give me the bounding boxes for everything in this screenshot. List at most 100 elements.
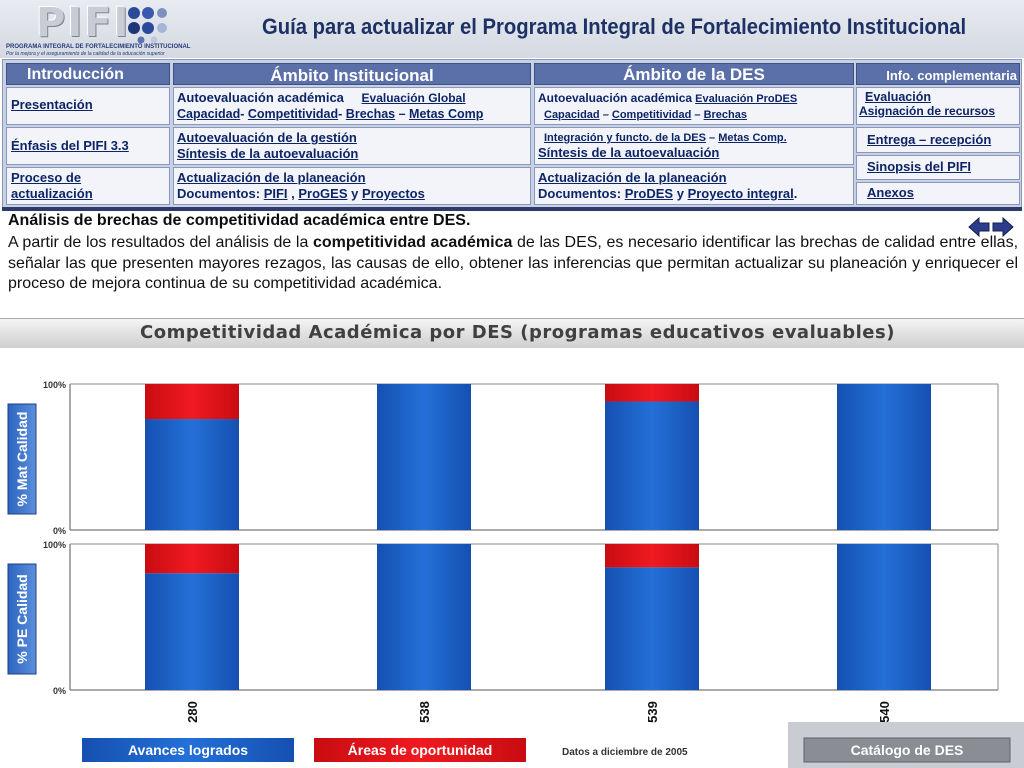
competitividad-chart: 100% 0% % Mat Calidad 100% 0% % PE Calidad 280… <box>7 380 1024 768</box>
x-tick-label-540: 540 <box>877 701 892 723</box>
pifi-logo[interactable]: PIFI PROGRAMA INTEGRAL DE FORTALECIMIENT… <box>6 2 202 58</box>
nav-divider <box>2 207 1022 211</box>
nav-cell-info-entrega: Entrega – recepción <box>856 127 1020 153</box>
nav-cell-info-sinopsis: Sinopsis del PIFI <box>856 155 1020 180</box>
nav-cell-inst-autoevaluacion: Autoevaluación académica Evaluación Glob… <box>173 87 531 125</box>
paragraph-emphasis: competitividad académica <box>312 234 513 251</box>
inst-y-label: y <box>351 186 359 201</box>
nav-cell-info-anexos: Anexos <box>856 182 1020 205</box>
page-navigation <box>968 216 1016 238</box>
y-tick-label: 100% <box>43 380 66 390</box>
y-tick-label: 0% <box>53 686 66 696</box>
des-integracion-link[interactable]: Integración y functo. de la DES <box>544 132 706 144</box>
catalogo-des-button-label[interactable]: Catálogo de DES <box>851 742 964 758</box>
paragraph-text-start: A partir de los resultados del análisis … <box>8 234 313 251</box>
chart-title-band: Competitividad Académica por DES (progra… <box>0 318 1024 348</box>
x-tick-label-538: 538 <box>417 701 432 723</box>
legend-oportunidad-swatch <box>314 738 526 762</box>
info-anexos-link[interactable]: Anexos <box>867 185 914 200</box>
paragraph-text-end: de las DES, es necesario identificar las… <box>8 234 1019 292</box>
inst-competitividad-link[interactable]: Competitividad <box>247 107 339 121</box>
inst-autoevaluacion-label: Autoevaluación académica <box>177 90 344 105</box>
inst-sintesis-link[interactable]: Síntesis de la autoevaluación <box>177 146 359 161</box>
header: PIFI PROGRAMA INTEGRAL DE FORTALECIMIENT… <box>0 0 1024 58</box>
info-sinopsis-link[interactable]: Sinopsis del PIFI <box>867 159 972 174</box>
info-asignacion-link[interactable]: Asignación de recursos <box>859 104 996 118</box>
inst-autoevaluacion-gestion-link[interactable]: Autoevaluación de la gestión <box>177 130 357 145</box>
y-axis-label: % PE Calidad <box>14 574 30 663</box>
info-entrega-link[interactable]: Entrega – recepción <box>867 132 992 147</box>
inst-evaluacion-global-link[interactable]: Evaluación Global <box>361 91 466 105</box>
y-axis-label-box <box>7 403 37 515</box>
logo-wordmark: PIFI <box>36 0 131 46</box>
nav-cell-enfasis: Énfasis del PIFI 3.3 <box>6 127 170 165</box>
des-evaluacion-prodes-link[interactable]: Evaluación ProDES <box>695 93 798 105</box>
chart-title: Competitividad Académica por DES (progra… <box>140 322 895 343</box>
bar-avances-539 <box>605 567 699 690</box>
nav-header-ambito-des[interactable]: Ámbito de la DES <box>534 63 854 85</box>
nav-cell-info-evaluacion: Evaluación Asignación de recursos <box>856 87 1020 125</box>
des-proyecto-integral-link[interactable]: Proyecto integral <box>687 186 794 201</box>
bar-avances-538 <box>377 384 471 530</box>
navigation-panel: Introducción Ámbito Institucional Ámbito… <box>2 59 1022 209</box>
des-prodes-link[interactable]: ProDES <box>624 186 674 201</box>
bar-avances-539 <box>605 401 699 530</box>
bar-oportunidad-539 <box>605 544 699 568</box>
nav-header-ambito-institucional[interactable]: Ámbito Institucional <box>173 63 531 85</box>
nav-cell-inst-planeacion: Actualización de la planeación Documento… <box>173 167 531 205</box>
inst-proges-link[interactable]: ProGES <box>298 186 348 201</box>
inst-pifi-link[interactable]: PIFI <box>263 186 288 201</box>
inst-metas-link[interactable]: Metas Comp <box>409 107 484 121</box>
des-capacidad-link[interactable]: Capacidad <box>544 109 600 121</box>
nav-header-info-complementaria[interactable]: Info. complementaria <box>856 63 1020 85</box>
bar-avances-540 <box>837 384 931 530</box>
logo-dots-icon <box>128 7 167 44</box>
des-competitividad-link[interactable]: Competitividad <box>611 109 692 121</box>
bar-avances-280 <box>145 573 239 690</box>
bar-oportunidad-280 <box>145 544 239 574</box>
inst-proyectos-link[interactable]: Proyectos <box>361 186 425 201</box>
nav-header-introduccion[interactable]: Introducción <box>6 63 170 85</box>
x-tick-label-539: 539 <box>645 701 660 723</box>
content-section: Análisis de brechas de competitividad ac… <box>2 211 1022 317</box>
inst-actualizacion-planeacion-link[interactable]: Actualización de la planeación <box>177 170 366 185</box>
proceso-actualizacion-link[interactable]: Proceso de actualización <box>11 170 93 201</box>
inst-capacidad-link[interactable]: Capacidad <box>177 107 241 121</box>
bar-avances-540 <box>837 544 931 690</box>
section-title: Análisis de brechas de competitividad ac… <box>8 212 471 229</box>
legend-oportunidad-label: Áreas de oportunidad <box>348 742 493 758</box>
presentacion-link[interactable]: Presentación <box>11 97 93 112</box>
nav-cell-presentacion: Presentación <box>6 87 170 125</box>
chart-date-note: Datos a diciembre de 2005 <box>562 747 688 758</box>
des-sintesis-link[interactable]: Síntesis de la autoevaluación <box>538 145 720 160</box>
info-evaluacion-link[interactable]: Evaluación <box>865 90 931 104</box>
y-axis-label: % Mat Calidad <box>14 412 30 507</box>
nav-cell-proceso: Proceso de actualización <box>6 167 170 205</box>
des-metas-link[interactable]: Metas Comp. <box>718 132 787 144</box>
bar-avances-280 <box>145 419 239 530</box>
inst-documentos-label: Documentos: <box>177 186 261 201</box>
des-y-label: y <box>676 186 684 201</box>
nav-cell-inst-gestion: Autoevaluación de la gestión Síntesis de… <box>173 127 531 165</box>
des-documentos-label: Documentos: <box>538 186 622 201</box>
y-tick-label: 100% <box>43 540 66 550</box>
arrow-left-icon[interactable] <box>968 216 990 238</box>
catalogo-des-button[interactable] <box>803 737 1011 763</box>
legend-avances-label: Avances logrados <box>128 742 248 758</box>
enfasis-pifi-link[interactable]: Énfasis del PIFI 3.3 <box>11 138 129 153</box>
page-title: Guía para actualizar el Programa Integra… <box>262 14 967 39</box>
des-brechas-link[interactable]: Brechas <box>703 109 747 121</box>
legend-avances-swatch <box>82 738 294 762</box>
bar-oportunidad-280 <box>145 384 239 420</box>
arrow-right-icon[interactable] <box>992 216 1014 238</box>
logo-tagline: PROGRAMA INTEGRAL DE FORTALECIMIENTO INS… <box>6 44 191 50</box>
nav-cell-des-integracion: Integración y functo. de la DES – Metas … <box>534 127 854 165</box>
des-actualizacion-planeacion-link[interactable]: Actualización de la planeación <box>538 170 727 185</box>
inst-brechas-link[interactable]: Brechas <box>345 107 396 121</box>
bar-oportunidad-539 <box>605 384 699 402</box>
logo-subtagline: Por la mejora y el aseguramiento de la c… <box>6 51 165 57</box>
x-tick-label-280: 280 <box>185 701 200 723</box>
nav-cell-des-planeacion: Actualización de la planeación Documento… <box>534 167 854 205</box>
bar-avances-538 <box>377 544 471 690</box>
des-autoevaluacion-label: Autoevaluación académica <box>538 91 693 105</box>
